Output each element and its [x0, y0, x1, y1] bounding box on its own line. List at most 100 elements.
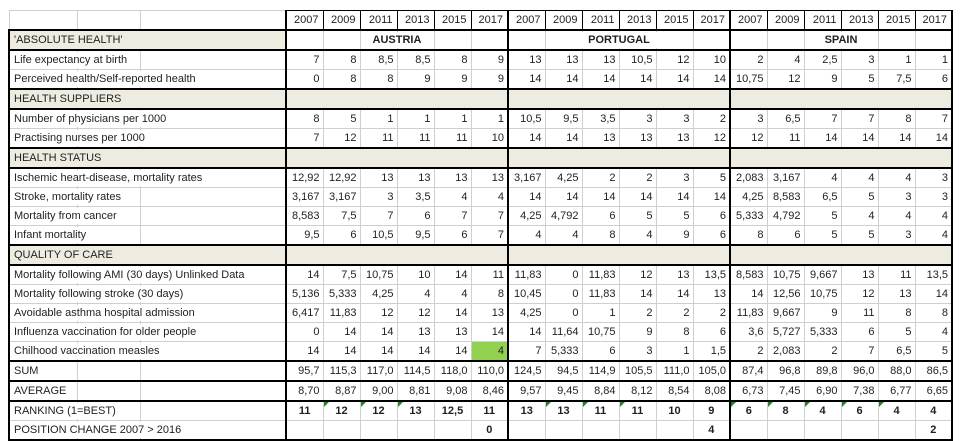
value-cell[interactable]: 9 — [470, 49, 509, 70]
value-cell[interactable]: 4 — [914, 225, 953, 246]
value-cell[interactable]: 4 — [507, 225, 546, 246]
value-cell[interactable]: 8 — [285, 108, 324, 129]
section-band-cell[interactable] — [286, 147, 509, 169]
value-cell[interactable]: 8 — [581, 225, 620, 246]
value-cell[interactable]: 6 — [840, 322, 879, 342]
value-cell[interactable]: 11,83 — [322, 303, 361, 323]
value-cell[interactable]: 6 — [692, 322, 731, 342]
value-cell[interactable]: 3,167 — [766, 167, 805, 188]
value-cell[interactable]: 3 — [655, 167, 694, 188]
value-cell[interactable]: 14 — [803, 128, 842, 149]
value-cell[interactable]: 4 — [914, 206, 953, 226]
value-cell[interactable]: 5,333 — [803, 322, 842, 342]
value-cell[interactable]: 9 — [618, 322, 657, 342]
value-cell[interactable]: 4,25 — [544, 167, 583, 188]
section-band-cell[interactable] — [508, 244, 731, 266]
value-cell[interactable]: 2 — [618, 167, 657, 188]
value-cell[interactable]: 14 — [914, 128, 953, 149]
value-cell[interactable]: 14 — [359, 341, 398, 362]
value-cell[interactable]: 0 — [544, 284, 583, 304]
value-cell[interactable]: 12 — [359, 303, 398, 323]
year-header-cell[interactable]: 2011 — [581, 10, 620, 31]
value-cell[interactable]: 13 — [433, 167, 472, 188]
year-header-cell[interactable]: 2007 — [729, 10, 768, 31]
value-cell[interactable]: 1 — [396, 108, 435, 129]
year-header-cell[interactable]: 2007 — [507, 10, 546, 31]
average-cell[interactable]: 9,08 — [433, 380, 472, 402]
value-cell[interactable]: 3,5 — [396, 187, 435, 207]
value-cell[interactable]: 1 — [581, 303, 620, 323]
value-cell[interactable]: 2 — [729, 49, 768, 70]
ranking-cell[interactable]: 11 — [581, 400, 620, 421]
average-cell[interactable]: 9,00 — [359, 380, 398, 402]
value-cell[interactable]: 11 — [877, 264, 916, 285]
value-cell[interactable]: 12,92 — [285, 167, 324, 188]
value-cell[interactable]: 10,5 — [618, 49, 657, 70]
value-cell[interactable]: 3,6 — [729, 322, 768, 342]
value-cell[interactable]: 5,136 — [285, 284, 324, 304]
year-header-cell[interactable]: 2011 — [803, 10, 842, 31]
value-cell[interactable]: 13 — [470, 303, 509, 323]
value-cell[interactable]: 10 — [692, 49, 731, 70]
ranking-cell[interactable]: 6 — [729, 400, 768, 421]
section-label-cell[interactable]: HEALTH STATUS — [8, 147, 287, 169]
value-cell[interactable]: 3 — [877, 225, 916, 246]
value-cell[interactable]: 8 — [729, 225, 768, 246]
value-cell[interactable]: 2 — [618, 303, 657, 323]
value-cell[interactable]: 5 — [618, 206, 657, 226]
value-cell[interactable]: 7 — [840, 341, 879, 362]
ranking-cell[interactable]: 8 — [766, 400, 805, 421]
ranking-cell[interactable]: 11 — [618, 400, 657, 421]
value-cell[interactable]: 7,5 — [322, 206, 361, 226]
value-cell[interactable]: 5,333 — [729, 206, 768, 226]
value-cell[interactable]: 8 — [322, 49, 361, 70]
value-cell[interactable]: 4 — [803, 167, 842, 188]
value-cell[interactable]: 4 — [877, 167, 916, 188]
value-cell[interactable]: 3,167 — [507, 167, 546, 188]
value-cell[interactable]: 5 — [840, 225, 879, 246]
row-label-cell[interactable]: Mortality following AMI (30 days) Unlink… — [8, 264, 287, 285]
value-cell[interactable]: 4 — [840, 167, 879, 188]
value-cell[interactable]: 13 — [581, 128, 620, 149]
value-cell[interactable]: 1 — [433, 108, 472, 129]
value-cell[interactable]: 1 — [470, 108, 509, 129]
value-cell[interactable]: 5 — [803, 206, 842, 226]
value-cell[interactable]: 1 — [655, 341, 694, 362]
position-change-cell[interactable] — [322, 420, 361, 441]
value-cell[interactable]: 4 — [470, 187, 509, 207]
value-cell[interactable]: 12 — [396, 303, 435, 323]
value-cell[interactable]: 5 — [803, 225, 842, 246]
year-header-cell[interactable]: 2009 — [766, 10, 805, 31]
value-cell[interactable]: 4 — [433, 187, 472, 207]
value-cell[interactable]: 8 — [433, 49, 472, 70]
country-header-cell[interactable]: AUSTRIA — [286, 29, 509, 51]
position-change-cell[interactable] — [433, 420, 472, 441]
sum-cell[interactable]: 89,8 — [803, 360, 842, 382]
value-cell[interactable]: 11 — [359, 128, 398, 149]
position-change-cell[interactable] — [544, 420, 583, 441]
value-cell[interactable]: 2 — [655, 303, 694, 323]
value-cell[interactable]: 4 — [433, 284, 472, 304]
value-cell[interactable]: 9 — [470, 69, 509, 90]
value-cell[interactable]: 14 — [655, 187, 694, 207]
value-cell[interactable]: 2,5 — [803, 49, 842, 70]
row-label-cell[interactable]: Number of physicians per 1000 — [8, 108, 287, 129]
year-header-cell[interactable]: 2011 — [359, 10, 398, 31]
value-cell[interactable]: 2 — [692, 108, 731, 129]
value-cell[interactable]: 8,5 — [359, 49, 398, 70]
position-change-cell[interactable] — [803, 420, 842, 441]
value-cell[interactable]: 2,083 — [766, 341, 805, 362]
value-cell[interactable]: 12 — [729, 128, 768, 149]
value-cell[interactable]: 11,83 — [581, 284, 620, 304]
value-cell[interactable]: 11 — [433, 128, 472, 149]
value-cell[interactable]: 9,5 — [396, 225, 435, 246]
value-cell[interactable]: 6 — [692, 225, 731, 246]
value-cell[interactable]: 13 — [433, 322, 472, 342]
value-cell[interactable]: 5,333 — [322, 284, 361, 304]
value-cell[interactable]: 4,25 — [729, 187, 768, 207]
ranking-cell[interactable]: 4 — [877, 400, 916, 421]
ranking-cell[interactable]: 6 — [840, 400, 879, 421]
value-cell[interactable]: 10,45 — [507, 284, 546, 304]
corner-cell[interactable] — [8, 10, 287, 31]
value-cell[interactable]: 4 — [544, 225, 583, 246]
